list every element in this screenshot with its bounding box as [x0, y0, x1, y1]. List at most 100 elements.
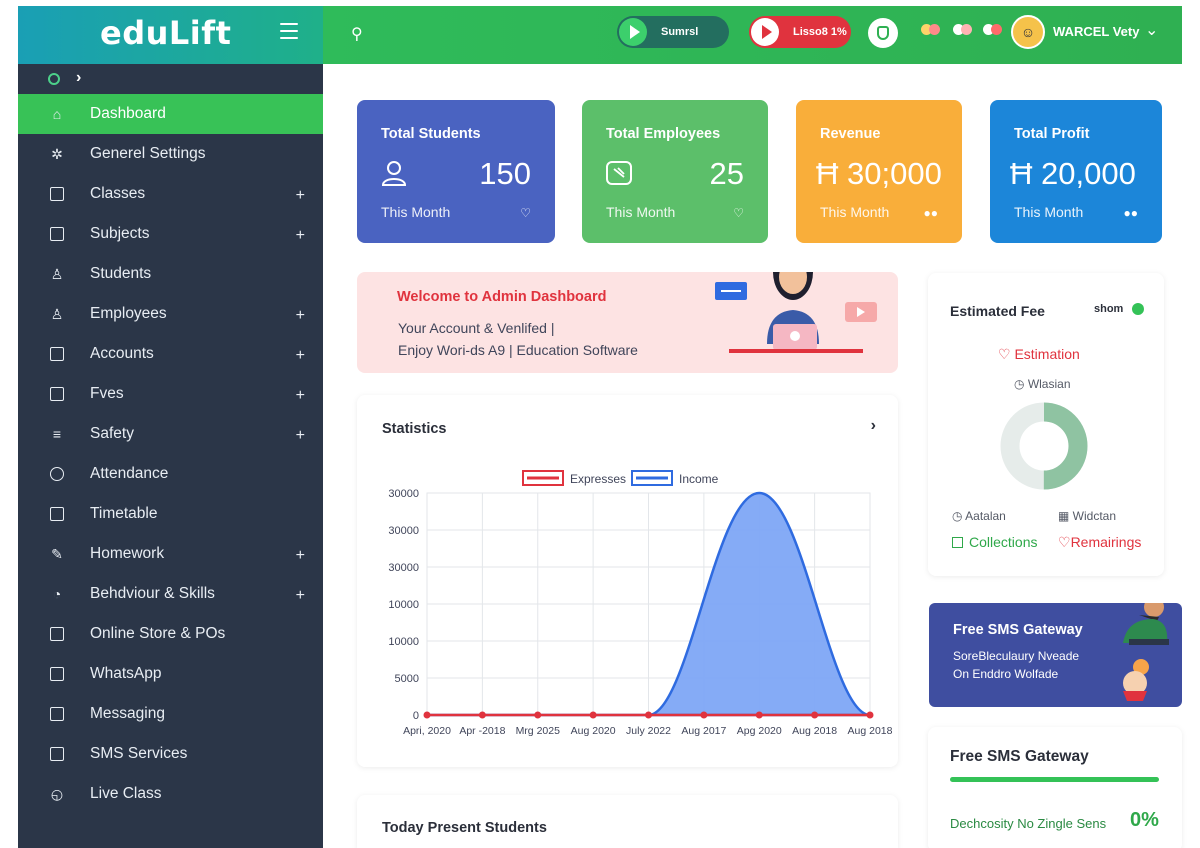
shield-icon[interactable]: [868, 18, 898, 48]
card-value: Ħ 30;000: [816, 156, 942, 191]
series-income-area: [427, 491, 871, 717]
alert-dots-icon[interactable]: [983, 24, 1002, 35]
sidebar-item-subjects[interactable]: Subjects +: [18, 214, 323, 254]
sms-banner-line-1: SoreBleculaury Nveade: [953, 649, 1080, 663]
expand-plus-icon[interactable]: +: [295, 307, 305, 324]
sidebar-item-accounts[interactable]: Accounts +: [18, 334, 323, 374]
sidebar-item-sms[interactable]: SMS Services: [18, 734, 323, 774]
sidebar-item-gear[interactable]: ✲ Generel Settings: [18, 134, 323, 174]
sidebar-item-attendance[interactable]: Attendance: [18, 454, 323, 494]
series-expresses-point: [478, 711, 486, 719]
expand-plus-icon[interactable]: +: [295, 547, 305, 564]
card-total-profit[interactable]: Total Profit Ħ 20,000 This Month ●●: [990, 100, 1162, 243]
welcome-banner: Welcome to Admin Dashboard Your Account …: [357, 272, 898, 373]
brand-logo[interactable]: eduLift: [100, 14, 232, 52]
statistics-panel: Statistics › 0 5000 10000 10000 30000 30000 30…: [357, 395, 898, 767]
expand-plus-icon[interactable]: +: [295, 227, 305, 244]
estimated-fee-title: Estimated Fee: [950, 303, 1045, 319]
series-expresses-point: [700, 711, 708, 719]
dashboard-icon: ⌂: [52, 106, 62, 122]
collections-legend[interactable]: Collections: [952, 534, 1037, 550]
sidebar-item-fees[interactable]: Fves +: [18, 374, 323, 414]
y-tick-label: 0: [413, 710, 419, 722]
heart-icon: ♡: [1058, 534, 1071, 550]
sms-gateway-label: Dechcosity No Zingle Sens: [950, 816, 1107, 831]
sidebar-item-safety[interactable]: ≡ Safety +: [18, 414, 323, 454]
sidebar-item-label: Homework: [90, 545, 165, 562]
chevron-right-icon[interactable]: ›: [870, 417, 876, 434]
series-expresses-point: [811, 711, 819, 719]
card-subtitle: This Month: [606, 204, 676, 220]
sidebar-item-live-class[interactable]: ◵ Live Class: [18, 774, 323, 814]
series-expresses-point: [755, 711, 763, 719]
expand-plus-icon[interactable]: +: [295, 387, 305, 404]
remainings-text: Remairings: [1070, 534, 1142, 550]
x-tick-label: Apri, 2020: [403, 725, 451, 737]
students-icon: ♙: [50, 265, 64, 282]
sidebar-item-label: Timetable: [90, 505, 158, 522]
sms-gateway-progress-bar: [950, 777, 1159, 782]
status-ring-icon: [48, 73, 60, 85]
hamburger-menu-icon[interactable]: [280, 23, 298, 39]
sidebar-item-label: Safety: [90, 425, 134, 442]
expand-plus-icon[interactable]: +: [295, 347, 305, 364]
sms-banner-line-2: On Enddro Wolfade: [953, 667, 1059, 681]
sidebar-item-label: Attendance: [90, 465, 169, 482]
chevron-down-icon[interactable]: ⌄: [1145, 22, 1159, 39]
play-pill-red-button[interactable]: Lisso8 1%: [749, 16, 851, 48]
heart-icon: ♡: [733, 206, 744, 220]
sms-gateway-banner[interactable]: Free SMS Gateway SoreBleculaury Nveade O…: [929, 603, 1182, 707]
legend-swatch: [631, 470, 673, 486]
username[interactable]: WARCEL Vety: [1053, 24, 1140, 39]
show-toggle-label[interactable]: shom: [1094, 303, 1124, 315]
box-icon: ▦: [1058, 509, 1073, 523]
card-value: 25: [709, 156, 744, 191]
sidebar-item-label: Behdviour & Skills: [90, 585, 215, 602]
pill-red-label: Lisso8 1%: [793, 26, 847, 38]
remainings-legend[interactable]: ♡Remairings: [1058, 534, 1141, 551]
chevron-right-icon[interactable]: ›: [76, 69, 82, 86]
sms-gateway-title: Free SMS Gateway: [950, 748, 1089, 765]
card-title: Total Profit: [1014, 126, 1090, 142]
y-tick-label: 10000: [388, 599, 419, 611]
today-present-panel: Today Present Students: [357, 795, 898, 848]
sidebar-item-behaviour[interactable]: ◔ Behdviour & Skills +: [18, 574, 323, 614]
sidebar-item-classes[interactable]: Classes +: [18, 174, 323, 214]
sidebar-item-dashboard[interactable]: ⌂ Dashboard: [18, 94, 323, 134]
brand-header: eduLift: [18, 6, 323, 64]
card-revenue[interactable]: Revenue Ħ 30;000 This Month ●●: [796, 100, 962, 243]
x-tick-label: Apr -2018: [459, 725, 505, 737]
sidebar-item-homework[interactable]: ✎ Homework +: [18, 534, 323, 574]
sidebar-item-timetable[interactable]: Timetable: [18, 494, 323, 534]
card-total-employees[interactable]: Total Employees 25 This Month ♡: [582, 100, 768, 243]
expand-plus-icon[interactable]: +: [295, 587, 305, 604]
notification-dots-icon[interactable]: [921, 24, 940, 35]
message-dots-icon[interactable]: [953, 24, 972, 35]
legend-swatch: [522, 470, 564, 486]
sidebar-item-store[interactable]: Online Store & POs: [18, 614, 323, 654]
sidebar-item-label: Students: [90, 265, 152, 282]
topbar: ⚲ Sumrsl Lisso8 1% ☺ WARCEL Vety ⌄: [323, 6, 1182, 64]
whatsapp-icon: [48, 665, 66, 683]
sidebar-item-messaging[interactable]: Messaging: [18, 694, 323, 734]
show-toggle-dot[interactable]: [1132, 303, 1144, 315]
card-title: Revenue: [820, 126, 881, 142]
sms-gateway-card: Free SMS Gateway Dechcosity No Zingle Se…: [928, 727, 1182, 848]
sidebar-item-label: Accounts: [90, 345, 154, 362]
sidebar-item-employees[interactable]: ♙ Employees +: [18, 294, 323, 334]
widctan-label: ▦ Widctan: [1058, 509, 1116, 523]
card-subtitle: This Month: [381, 204, 451, 220]
x-tick-label: July 2022: [626, 725, 671, 737]
sidebar-item-students[interactable]: ♙ Students: [18, 254, 323, 294]
estimation-label: ♡ Estimation: [998, 346, 1080, 363]
expand-plus-icon[interactable]: +: [295, 427, 305, 444]
toggle-dots-icon: ●●: [1123, 206, 1139, 220]
sidebar-item-label: Online Store & POs: [90, 625, 226, 642]
card-total-students[interactable]: Total Students 150 This Month ♡: [357, 100, 555, 243]
sidebar-item-whatsapp[interactable]: WhatsApp: [18, 654, 323, 694]
search-icon[interactable]: ⚲: [351, 26, 363, 43]
play-pill-green-button[interactable]: Sumrsl: [617, 16, 729, 48]
avatar[interactable]: ☺: [1011, 15, 1045, 49]
expand-plus-icon[interactable]: +: [295, 187, 305, 204]
aatalan-label: ◷ Aatalan: [952, 509, 1006, 523]
